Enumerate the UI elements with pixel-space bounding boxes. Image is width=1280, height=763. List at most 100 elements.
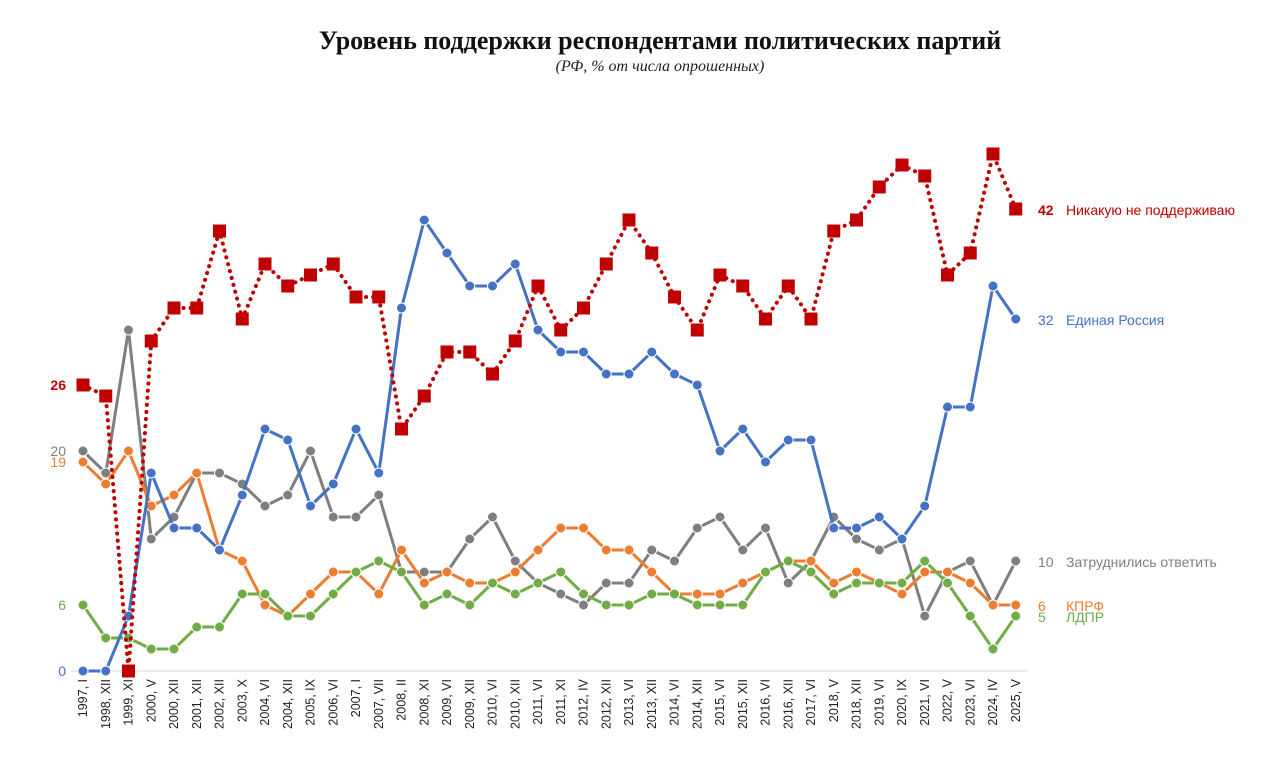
data-point <box>509 566 521 578</box>
data-point <box>463 345 477 359</box>
data-point <box>123 324 134 336</box>
x-tick-label: 2019, VI <box>872 679 886 726</box>
data-point <box>782 577 794 589</box>
x-tick-label: 2022, V <box>941 678 955 722</box>
data-point <box>191 467 203 479</box>
x-tick-label: 2012, IV <box>577 678 591 725</box>
data-point <box>327 588 339 600</box>
end-value-label: 42 <box>1038 202 1054 218</box>
data-point <box>373 489 385 501</box>
data-point <box>691 599 703 611</box>
data-point <box>191 522 203 534</box>
data-point <box>895 158 909 172</box>
data-point <box>508 334 522 348</box>
x-tick-label: 2016, VI <box>759 679 773 726</box>
data-point <box>942 566 953 578</box>
data-point <box>486 367 499 381</box>
data-point <box>396 302 407 314</box>
data-point <box>600 577 612 589</box>
data-point <box>555 522 567 534</box>
x-tick-label: 2010, VI <box>486 679 500 726</box>
data-point <box>531 279 545 293</box>
series-name-label: Единая Россия <box>1066 312 1164 328</box>
data-point <box>942 401 953 413</box>
end-value-label: 5 <box>1038 609 1046 625</box>
x-tick-label: 2008, XI <box>417 679 431 726</box>
data-point <box>737 599 749 611</box>
data-point <box>305 445 316 457</box>
data-point <box>555 566 567 578</box>
x-tick-label: 2021, VI <box>918 679 932 726</box>
data-point <box>599 257 613 271</box>
x-tick-label: 1999, XI <box>122 679 136 726</box>
data-point <box>464 280 476 292</box>
series-line <box>81 218 1018 673</box>
data-point <box>964 610 976 622</box>
data-point <box>691 522 703 534</box>
data-point <box>350 511 362 523</box>
data-point <box>714 511 726 523</box>
x-tick-label: 2025, V <box>1009 678 1023 722</box>
data-point <box>623 368 635 380</box>
x-tick-label: 2024, IV <box>986 678 1000 725</box>
data-point <box>646 588 658 600</box>
data-point <box>372 290 386 304</box>
data-point <box>873 577 885 589</box>
data-point <box>851 522 862 534</box>
data-point <box>714 445 726 457</box>
x-tick-label: 2013, VI <box>622 679 636 726</box>
data-point <box>578 522 589 534</box>
data-point <box>736 279 750 293</box>
data-point <box>713 268 727 282</box>
data-point <box>441 588 453 600</box>
data-point <box>168 643 180 655</box>
data-point <box>942 577 953 589</box>
data-point <box>646 346 658 358</box>
data-point <box>623 599 635 611</box>
data-point <box>122 664 135 678</box>
data-point <box>760 456 771 468</box>
data-point <box>100 665 112 677</box>
data-point <box>304 268 317 282</box>
data-point <box>305 588 316 600</box>
data-point <box>851 577 862 589</box>
data-point <box>77 456 89 468</box>
data-point <box>668 290 681 304</box>
data-point <box>235 312 249 326</box>
data-point <box>804 312 818 326</box>
data-point <box>282 489 294 501</box>
series-name-label: Затруднились ответить <box>1066 554 1217 570</box>
series-name-label: Никакую не поддерживаю <box>1066 202 1235 218</box>
x-tick-label: 2009, XII <box>463 679 477 729</box>
data-point <box>623 577 635 589</box>
data-point <box>828 588 840 600</box>
data-point <box>782 555 794 567</box>
x-tick-label: 2015, XII <box>736 679 750 729</box>
data-point <box>1010 599 1022 611</box>
data-point <box>828 522 840 534</box>
data-point <box>509 555 521 567</box>
data-point <box>509 588 521 600</box>
data-point <box>236 489 248 501</box>
data-point <box>554 323 568 337</box>
data-point <box>191 621 203 633</box>
data-point <box>145 533 157 545</box>
data-point <box>781 279 795 293</box>
data-point <box>714 599 726 611</box>
data-point <box>487 511 498 523</box>
data-point <box>896 577 908 589</box>
data-point <box>168 522 180 534</box>
data-point <box>690 323 704 337</box>
data-point <box>441 566 453 578</box>
data-point <box>1009 202 1023 216</box>
data-point <box>577 301 590 315</box>
x-tick-label: 2004, XII <box>281 679 295 729</box>
data-point <box>326 257 340 271</box>
start-value-label: 19 <box>50 454 66 470</box>
data-point <box>760 522 771 534</box>
x-tick-label: 2003, X <box>235 678 249 722</box>
x-tick-label: 2014, VI <box>668 679 682 726</box>
data-point <box>919 555 931 567</box>
data-point <box>1010 555 1022 567</box>
data-point <box>464 599 476 611</box>
